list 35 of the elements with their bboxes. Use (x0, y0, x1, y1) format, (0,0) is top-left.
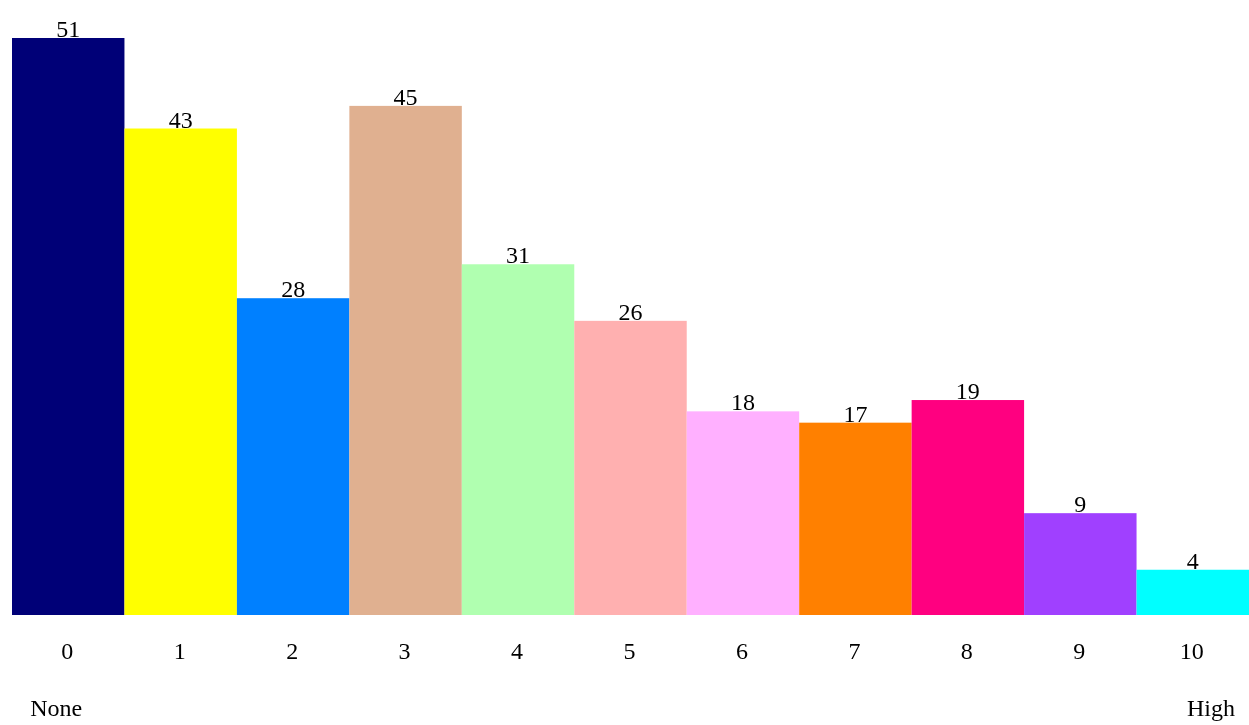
bar (461, 264, 575, 615)
x-tick-label: 2 (286, 638, 299, 664)
bar (686, 411, 800, 615)
data-label: 18 (730, 389, 755, 416)
data-label: 43 (168, 106, 193, 133)
data-label: 26 (618, 298, 643, 325)
data-label: 19 (955, 378, 980, 405)
x-tick-label: 6 (735, 638, 748, 664)
bar (574, 320, 687, 615)
data-label: 4 (1186, 547, 1199, 574)
data-label: 51 (56, 16, 81, 42)
bar (349, 105, 462, 615)
x-tick-label: 3 (398, 638, 411, 664)
data-label: 31 (506, 242, 531, 269)
bar (12, 38, 125, 615)
bar (911, 400, 1025, 615)
x-tick-label: 0 (61, 638, 74, 664)
bar (799, 422, 912, 615)
text: High (1187, 695, 1235, 721)
x-tick-label: 5 (623, 638, 636, 664)
x-tick-label: 8 (960, 638, 973, 664)
x-tick-label: 1 (173, 638, 186, 664)
data-label: 9 (1074, 491, 1087, 518)
data-label: 17 (843, 400, 868, 427)
bar (124, 128, 237, 615)
x-tick-label: 7 (848, 638, 861, 664)
text: None (30, 695, 83, 721)
x-tick-label: 10 (1179, 638, 1204, 664)
bar (1024, 513, 1137, 615)
x-tick-label: 9 (1073, 638, 1086, 664)
bar (236, 298, 350, 615)
data-label: 45 (393, 83, 418, 110)
bar (1136, 569, 1249, 615)
data-label: 28 (281, 276, 306, 303)
x-tick-label: 4 (511, 638, 524, 664)
